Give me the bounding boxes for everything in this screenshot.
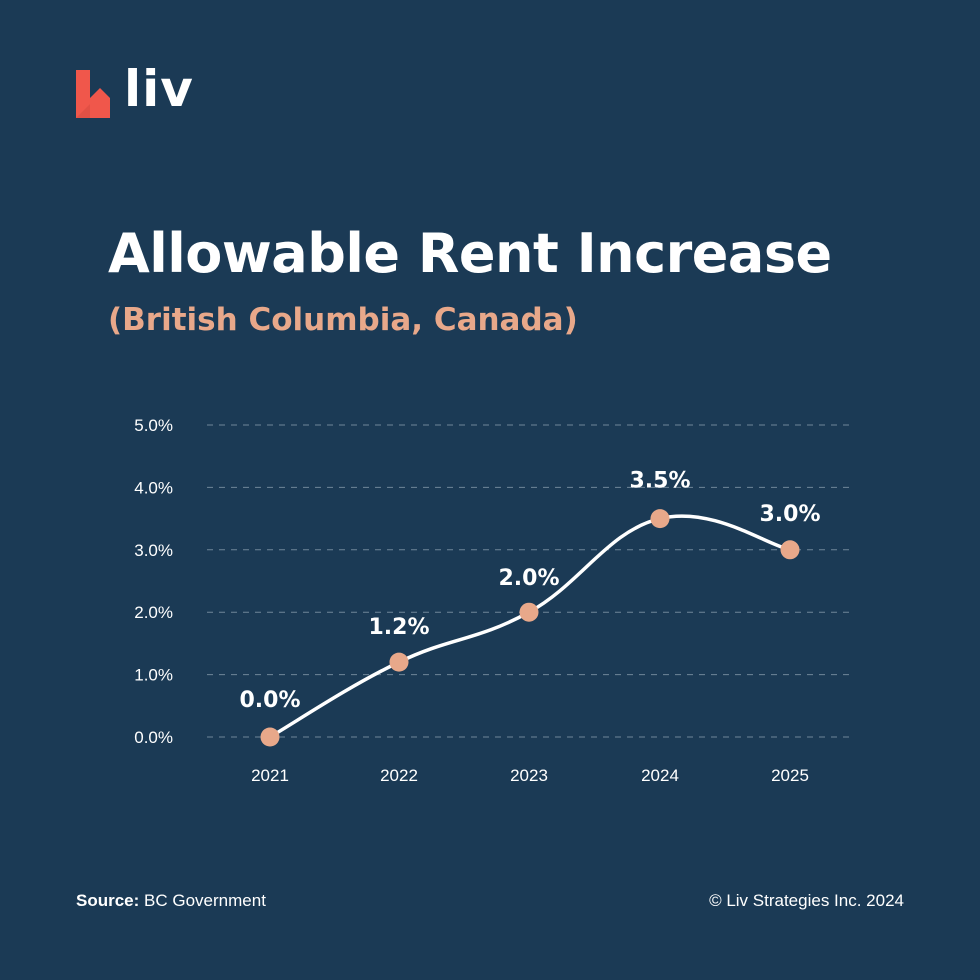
y-tick-label: 0.0% [134, 728, 173, 747]
x-tick-label: 2024 [641, 766, 679, 785]
y-tick-label: 2.0% [134, 603, 173, 622]
liv-house-logo-icon [76, 70, 110, 118]
page-title: Allowable Rent Increase [108, 222, 832, 285]
y-tick-label: 4.0% [134, 478, 173, 497]
data-point [260, 727, 280, 747]
data-label: 3.5% [629, 469, 690, 494]
data-point [650, 509, 670, 529]
data-point [519, 602, 539, 622]
source-note: Source: BC Government [76, 891, 266, 911]
y-tick-label: 5.0% [134, 416, 173, 435]
y-tick-label: 1.0% [134, 666, 173, 685]
y-tick-label: 3.0% [134, 541, 173, 560]
data-label: 0.0% [239, 688, 300, 713]
data-point [780, 540, 800, 560]
data-label: 1.2% [368, 615, 429, 640]
data-point [389, 652, 409, 672]
x-tick-label: 2025 [771, 766, 809, 785]
copyright: © Liv Strategies Inc. 2024 [709, 891, 904, 910]
x-tick-label: 2022 [380, 766, 418, 785]
page-subtitle: (British Columbia, Canada) [108, 302, 578, 338]
data-line [268, 514, 792, 739]
brand-name: liv [124, 60, 194, 118]
source-label: Source: [76, 891, 140, 910]
data-label: 2.0% [498, 566, 559, 591]
data-label: 3.0% [759, 502, 820, 527]
x-tick-label: 2023 [510, 766, 548, 785]
source-value: BC Government [144, 891, 266, 910]
x-tick-label: 2021 [251, 766, 289, 785]
